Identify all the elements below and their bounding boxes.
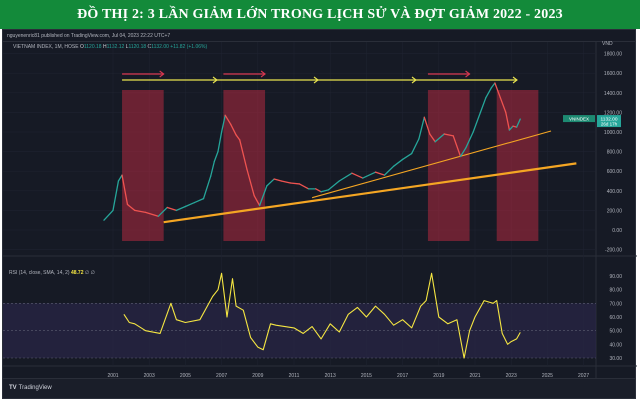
price-tick: 0.00 [612,228,622,234]
high-value: 1132.12 [106,44,125,50]
annotation-arrows [122,70,518,84]
price-tick: 400.00 [607,189,623,195]
arrow-head-icon [411,76,417,84]
time-tick: 2017 [397,373,408,379]
trend-line[interactable] [311,130,552,199]
publisher-info: nguyenenric81 published on TradingView.c… [7,33,171,39]
time-tick: 2015 [361,373,372,379]
tradingview-logo-icon: TV [9,385,17,391]
low-value: 1120.18 [128,44,147,50]
rsi-tick: 50.00 [609,329,622,335]
header-divider [3,41,635,42]
open-value: 1120.18 [83,44,102,50]
footer-bar: TV TradingView [3,378,635,398]
time-tick: 2025 [542,373,553,379]
time-tick: 2011 [289,373,300,379]
arrow-head-icon [159,70,165,78]
time-tick: 2005 [180,373,191,379]
last-price-tag [597,115,621,128]
time-tick: 2001 [107,373,118,379]
change-value: +11.82 (+1.06%) [170,44,208,50]
rsi-tick: 40.00 [609,342,622,348]
price-tick: 200.00 [607,208,623,214]
price-tick: 600.00 [607,169,623,175]
symbol-name: VIETNAM INDEX, 1M, HOSE [13,44,79,50]
price-tick: -200.00 [605,248,622,254]
arrow-head-icon [465,70,471,78]
drawdown-box[interactable] [427,90,470,241]
price-tick: 1200.00 [604,110,622,116]
time-tick: 2003 [144,373,155,379]
axes-labels: 1800.00 1600.00 1400.00 1200.00 1000.00 800.0… [107,41,622,379]
time-tick: 2007 [216,373,227,379]
rsi-value: 48.72 [70,270,84,276]
rsi-line [123,272,521,359]
rsi-tick: 70.00 [609,301,622,307]
time-tick: 2023 [506,373,517,379]
drawdown-boxes [122,90,539,241]
rsi-tick: 90.00 [609,274,622,280]
time-tick: 2019 [433,373,444,379]
arrow-head-icon [212,76,218,84]
svg-text:1132.00: 1132.00 [601,117,618,123]
arrow-head-icon [512,76,518,84]
chart-title: ĐỒ THỊ 2: 3 LẦN GIẢM LỚN TRONG LỊCH SỬ V… [0,0,640,29]
tradingview-logo[interactable]: TV TradingView [9,385,52,391]
trend-line[interactable] [163,162,577,224]
price-tick: 1600.00 [604,71,622,77]
rsi-tick: 80.00 [609,288,622,294]
close-value: 1132.00 [151,44,169,50]
rsi-panel [3,272,596,359]
price-tick: 1000.00 [604,130,622,136]
time-tick: 2021 [469,373,480,379]
rsi-tick: 30.00 [609,356,622,362]
price-tick: 1400.00 [604,91,622,97]
arrow-head-icon [313,76,319,84]
price-chart[interactable]: 1800.00 1600.00 1400.00 1200.00 1000.00 800.0… [3,30,637,380]
svg-text:VNINDEX: VNINDEX [569,117,589,122]
rsi-label: RSI (14, close, SMA, 14, 2) 48.72 ∅ ∅ [9,270,95,276]
arrow-head-icon [260,70,266,78]
bar-countdown: 26d 17h [601,122,618,127]
drawdown-box[interactable] [223,90,266,241]
time-tick: 2027 [578,373,589,379]
drawdown-box[interactable] [122,90,164,241]
price-tick: 1800.00 [604,52,622,58]
time-tick: 2009 [252,373,263,379]
price-tick: 800.00 [607,150,623,156]
trend-lines [163,130,577,224]
drawdown-box[interactable] [496,90,539,241]
tradingview-chart-frame: nguyenenric81 published on TradingView.c… [2,29,637,399]
currency-label: VND [602,41,613,47]
rsi-tick: 60.00 [609,315,622,321]
time-tick: 2013 [325,373,336,379]
price-series [103,82,521,221]
symbol-tag [563,115,595,123]
